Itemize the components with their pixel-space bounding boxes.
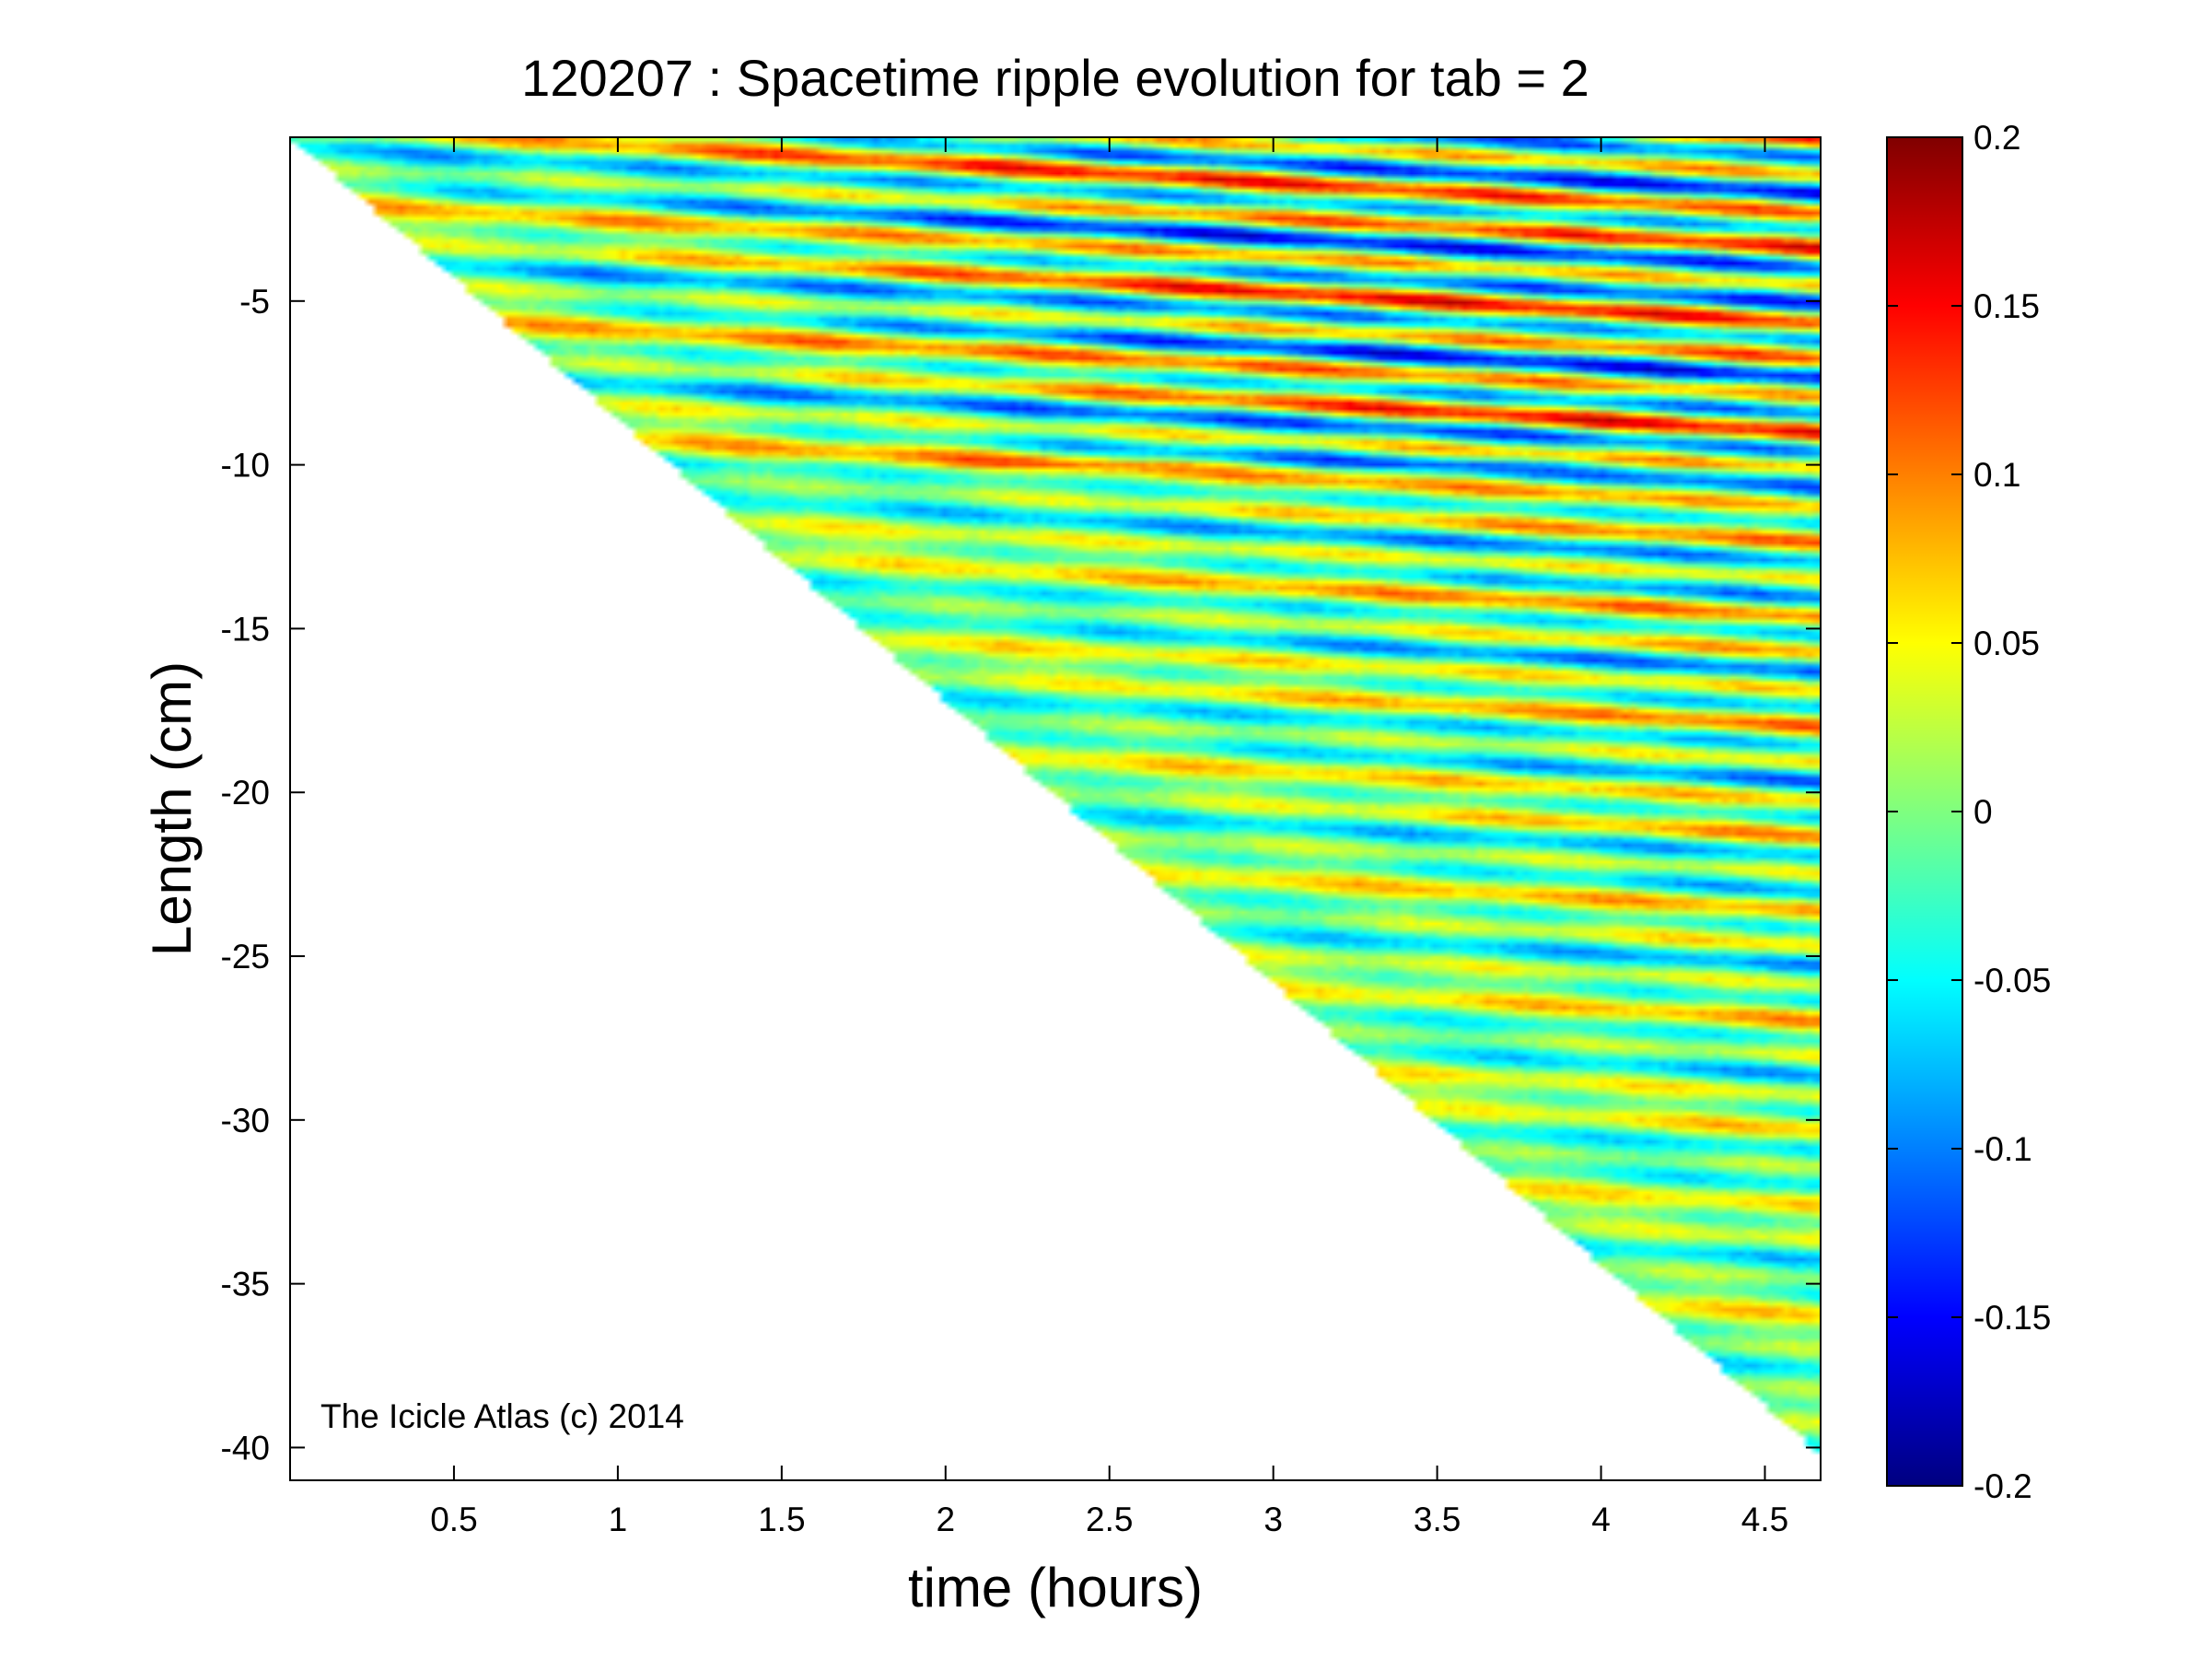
colorbar-tick-label: 0.15	[1973, 287, 2040, 325]
y-tick-label: -15	[221, 610, 270, 648]
colorbar	[1886, 136, 1963, 1487]
y-tick-label: -5	[239, 283, 270, 321]
y-axis-ticks: -5 -10 -15 -20 -25 -30 -35 -40	[221, 283, 1821, 1466]
x-tick-label: 3	[1263, 1501, 1283, 1538]
colorbar-tick-label: -0.05	[1973, 962, 2051, 999]
y-axis-label: Length (cm)	[141, 661, 203, 956]
x-tick-label: 4	[1591, 1501, 1611, 1538]
colorbar-tick-label: -0.2	[1973, 1467, 2032, 1505]
colorbar-tick-label: -0.15	[1973, 1299, 2051, 1337]
chart-title: 120207 : Spacetime ripple evolution for …	[521, 49, 1589, 107]
colorbar-tick-label: 0.2	[1973, 119, 2020, 157]
x-tick-label: 3.5	[1414, 1501, 1461, 1538]
watermark-text: The Icicle Atlas (c) 2014	[320, 1397, 684, 1435]
x-tick-label: 1	[609, 1501, 628, 1538]
plot-frame	[289, 136, 1822, 1481]
heatmap-image	[290, 137, 1821, 1480]
colorbar-tick-label: 0.1	[1973, 456, 2020, 494]
y-tick-label: -20	[221, 774, 270, 812]
x-tick-label: 2.5	[1086, 1501, 1133, 1538]
heatmap-area	[290, 137, 1821, 1480]
y-tick-label: -40	[221, 1429, 270, 1466]
x-tick-label: 0.5	[430, 1501, 477, 1538]
y-tick-label: -35	[221, 1266, 270, 1303]
colorbar-tick-label: -0.1	[1973, 1130, 2032, 1168]
colorbar-ticks: 0.2 0.15 0.1 0.05 0 -0.05 -0.1 -0.15 -0.2	[1887, 119, 2051, 1505]
x-tick-label: 2	[936, 1501, 955, 1538]
y-tick-label: -25	[221, 938, 270, 976]
x-tick-label: 4.5	[1741, 1501, 1788, 1538]
x-tick-label: 1.5	[758, 1501, 805, 1538]
x-axis-ticks: 0.5 1 1.5 2 2.5 3 3.5 4 4.5	[430, 137, 1788, 1538]
y-tick-label: -10	[221, 447, 270, 485]
colorbar-tick-label: 0.05	[1973, 625, 2040, 662]
x-axis-label: time (hours)	[908, 1557, 1203, 1618]
colorbar-tick-label: 0	[1973, 793, 1993, 831]
y-tick-label: -30	[221, 1102, 270, 1139]
